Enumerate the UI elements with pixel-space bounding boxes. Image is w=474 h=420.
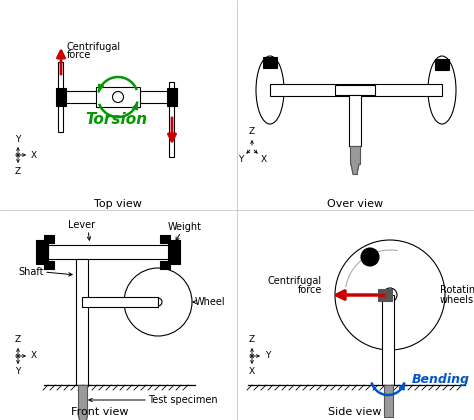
Bar: [382, 295, 394, 385]
Text: Lever: Lever: [68, 220, 96, 230]
Ellipse shape: [256, 56, 284, 124]
Text: force: force: [298, 285, 322, 295]
Text: Over view: Over view: [327, 199, 383, 209]
Circle shape: [124, 268, 192, 336]
Bar: [96, 87, 140, 107]
Text: Z: Z: [15, 336, 21, 344]
Bar: [76, 259, 88, 385]
Text: Z: Z: [249, 336, 255, 344]
Text: Shaft: Shaft: [18, 267, 44, 277]
Circle shape: [17, 355, 18, 357]
Bar: [349, 95, 361, 146]
Text: wheels: wheels: [440, 295, 474, 305]
Circle shape: [335, 240, 445, 350]
Text: Y: Y: [265, 352, 271, 360]
Text: Wheel: Wheel: [195, 297, 226, 307]
Circle shape: [361, 248, 379, 266]
Bar: [56, 88, 66, 106]
Bar: [78, 385, 87, 417]
Circle shape: [383, 288, 397, 302]
Bar: [169, 82, 174, 157]
Bar: [378, 289, 392, 301]
Text: Y: Y: [15, 368, 21, 376]
Text: X: X: [31, 150, 37, 160]
Circle shape: [16, 354, 20, 358]
Text: X: X: [260, 155, 266, 164]
Text: Side view: Side view: [328, 407, 382, 417]
Bar: [63, 91, 173, 103]
Ellipse shape: [428, 56, 456, 124]
Text: Y: Y: [15, 134, 21, 144]
Circle shape: [16, 153, 20, 157]
Bar: [36, 240, 48, 264]
Text: Torsion: Torsion: [85, 111, 147, 126]
Text: Centrifugal: Centrifugal: [268, 276, 322, 286]
Circle shape: [154, 298, 162, 306]
Bar: [160, 261, 170, 269]
Bar: [270, 84, 442, 96]
Text: Z: Z: [249, 128, 255, 136]
Bar: [384, 385, 393, 417]
Text: X: X: [31, 352, 37, 360]
Text: Weight: Weight: [168, 222, 202, 232]
Bar: [160, 235, 170, 243]
Polygon shape: [79, 417, 87, 420]
Bar: [263, 57, 277, 68]
Bar: [167, 88, 177, 106]
Text: Bending: Bending: [412, 373, 470, 386]
Text: Z: Z: [15, 166, 21, 176]
Bar: [350, 146, 360, 164]
Text: Y: Y: [238, 155, 243, 164]
Circle shape: [250, 354, 254, 358]
Bar: [48, 245, 178, 259]
Text: Rotating: Rotating: [440, 285, 474, 295]
Circle shape: [251, 355, 253, 357]
Polygon shape: [351, 164, 359, 174]
Bar: [168, 240, 180, 264]
Bar: [44, 261, 54, 269]
Bar: [58, 62, 63, 132]
Bar: [335, 85, 375, 95]
Text: Top view: Top view: [94, 199, 142, 209]
Text: Centrifugal: Centrifugal: [67, 42, 121, 52]
Bar: [435, 59, 449, 70]
Text: Test specimen: Test specimen: [148, 395, 218, 405]
Bar: [82, 297, 158, 307]
Text: X: X: [249, 368, 255, 376]
Text: force: force: [67, 50, 91, 60]
Circle shape: [17, 154, 18, 156]
Text: Front view: Front view: [71, 407, 129, 417]
Circle shape: [112, 92, 124, 102]
Bar: [44, 235, 54, 243]
